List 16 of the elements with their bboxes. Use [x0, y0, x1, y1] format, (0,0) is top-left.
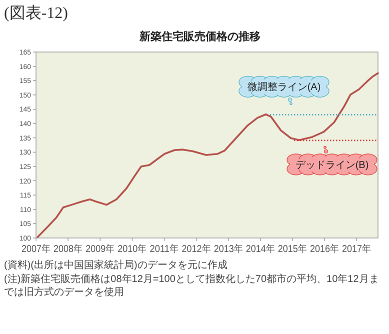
x-tick-label: 2016年	[310, 243, 342, 255]
x-tick-label: 2017年	[342, 243, 374, 255]
x-tick-label: 2014年	[246, 243, 278, 255]
x-tick-label: 2009年	[86, 243, 118, 255]
x-tick-label: 2011年	[150, 243, 182, 255]
x-tick-label: 2008年	[54, 243, 86, 255]
x-tick-label: 2007年	[22, 243, 54, 255]
legend-label: デッドライン(B)	[295, 160, 369, 171]
x-tick-label: 2015年	[278, 243, 310, 255]
x-tick-label: 2013年	[214, 243, 246, 255]
x-tick-label: 2012年	[182, 243, 214, 255]
text: (注)新築住宅販売価格は08年12月=100として指数化した70都市の平均、10年12月までは旧方式のデータを使用	[4, 273, 379, 298]
text: (資料)(出所は中国国家統計局)のデータを元に作成	[4, 259, 228, 271]
chart-title: 新築住宅販売価格の推移	[138, 30, 260, 43]
x-tick-label: 2010年	[118, 243, 150, 255]
text: (図表-12)	[4, 4, 68, 22]
